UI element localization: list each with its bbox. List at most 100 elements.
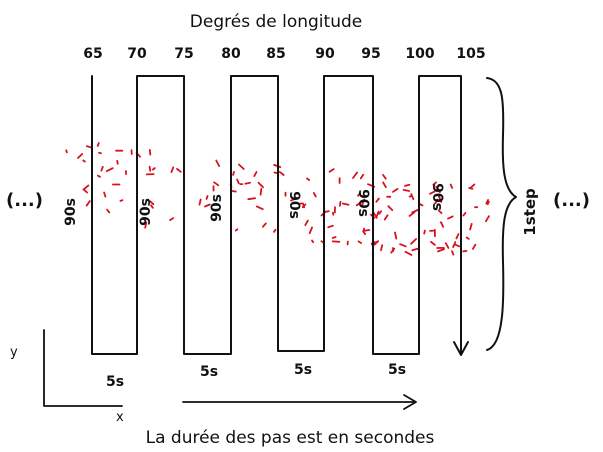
red-dot xyxy=(234,228,239,232)
red-dot xyxy=(273,228,277,233)
red-dot xyxy=(96,142,100,147)
red-dot xyxy=(429,190,436,195)
red-dot xyxy=(390,247,396,254)
scan-path xyxy=(91,75,462,355)
red-dot xyxy=(338,200,342,207)
step-duration-label: 5s xyxy=(388,362,406,378)
red-dot xyxy=(148,165,152,172)
red-dot xyxy=(402,188,411,192)
red-dot xyxy=(484,215,490,223)
red-dot xyxy=(378,210,383,215)
red-dot xyxy=(447,215,454,220)
red-dot xyxy=(257,181,264,189)
red-dot xyxy=(486,200,490,206)
red-dot xyxy=(306,177,311,182)
longitude-label: 85 xyxy=(266,46,285,62)
red-dot xyxy=(231,190,237,193)
red-dot xyxy=(468,187,474,190)
step-duration-labels: 5s 5s 5s 5s xyxy=(106,362,406,390)
red-dot xyxy=(290,197,297,202)
red-dot xyxy=(237,163,245,170)
red-dot xyxy=(471,243,477,250)
red-dot xyxy=(170,166,175,174)
longitude-label: 90 xyxy=(315,46,335,62)
red-dot xyxy=(327,224,334,229)
red-dot xyxy=(357,191,362,197)
diagram-title: Degrés de longitude xyxy=(190,12,362,32)
red-dot xyxy=(341,202,350,206)
red-dot xyxy=(255,205,264,211)
red-dot xyxy=(103,191,107,198)
red-dot xyxy=(452,241,457,249)
red-dot xyxy=(301,203,307,209)
red-dot xyxy=(65,149,68,154)
ellipsis-right: (...) xyxy=(553,190,590,211)
red-dot xyxy=(116,159,119,165)
longitude-label: 105 xyxy=(456,46,485,62)
red-dot xyxy=(437,195,443,203)
arrow-right-icon xyxy=(403,394,417,410)
red-dot xyxy=(253,171,258,178)
red-dot xyxy=(85,145,93,149)
red-dot xyxy=(465,236,470,240)
longitude-label: 75 xyxy=(174,46,193,62)
red-dot xyxy=(236,178,240,185)
red-dot xyxy=(311,239,315,244)
red-dot xyxy=(382,181,387,189)
axis-y-label: y xyxy=(10,345,18,360)
red-dot xyxy=(244,181,251,185)
red-dot xyxy=(247,197,257,201)
red-dot xyxy=(64,210,68,215)
scan-duration-label: 90s xyxy=(63,198,79,226)
red-dot xyxy=(355,201,362,207)
red-dot xyxy=(82,184,90,191)
red-dot xyxy=(213,181,220,187)
step-duration-label: 5s xyxy=(200,364,218,380)
step-duration-label: 5s xyxy=(294,362,312,378)
red-dot xyxy=(176,167,182,173)
longitude-label: 70 xyxy=(127,46,147,62)
scan-duration-labels: 90s 90s 90s 90s 90s 90s xyxy=(63,183,445,226)
red-dot xyxy=(360,198,366,207)
red-dot xyxy=(387,205,394,212)
red-dot xyxy=(410,193,415,201)
red-dot xyxy=(469,183,476,189)
longitude-label: 95 xyxy=(361,46,380,62)
ellipsis-left: (...) xyxy=(6,190,43,211)
red-dot xyxy=(404,250,413,256)
red-dot xyxy=(451,250,455,256)
red-dot xyxy=(408,194,413,198)
axis-x-label: x xyxy=(116,410,124,425)
red-dot xyxy=(331,236,337,239)
scan-duration-label: 90s xyxy=(138,198,154,226)
red-dot xyxy=(100,165,104,172)
red-dot xyxy=(328,168,335,173)
red-dot xyxy=(232,170,235,176)
red-dot xyxy=(148,148,152,156)
caption: La durée des pas est en secondes xyxy=(146,428,435,448)
red-dot xyxy=(435,185,441,194)
red-dot xyxy=(444,242,450,249)
red-dot xyxy=(455,233,460,240)
red-dot xyxy=(98,151,102,155)
longitude-label: 100 xyxy=(405,46,434,62)
red-dot xyxy=(169,217,175,222)
red-dot xyxy=(437,248,446,253)
red-dot xyxy=(404,183,411,187)
red-dot xyxy=(432,181,437,186)
longitude-label: 65 xyxy=(83,46,102,62)
scan-duration-label: 90s xyxy=(209,194,225,222)
scan-duration-label: 90s xyxy=(355,189,371,217)
red-dot xyxy=(77,153,84,159)
red-dot xyxy=(273,171,278,174)
red-dot xyxy=(434,198,439,205)
red-dot xyxy=(485,198,490,205)
red-dot xyxy=(105,167,114,173)
red-dot xyxy=(204,203,211,208)
red-dot xyxy=(362,227,366,232)
red-dot xyxy=(82,159,86,163)
red-dot xyxy=(352,171,359,179)
axes-indicator: y x xyxy=(10,329,124,425)
red-dot xyxy=(359,173,365,180)
